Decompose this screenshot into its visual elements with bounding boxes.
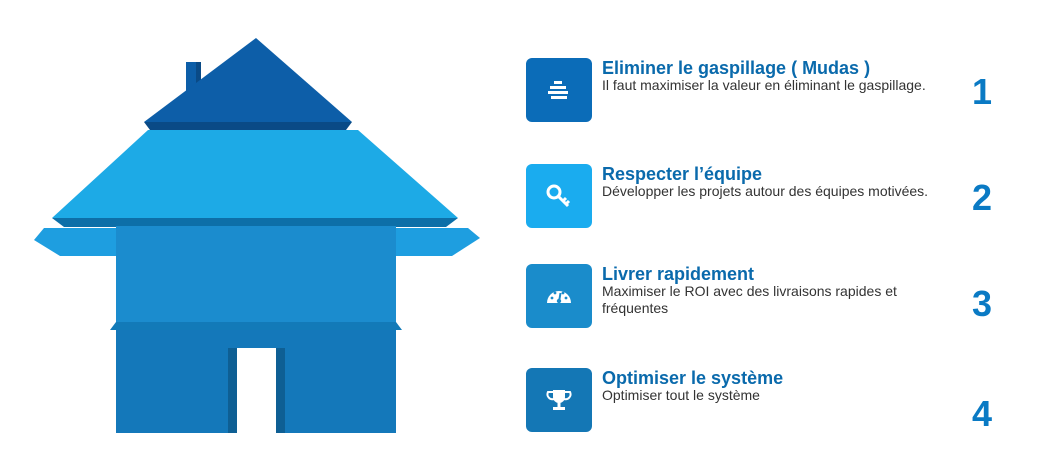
principle-description-2: Développer les projets autour des équipe… [602, 183, 929, 199]
house-illustration [34, 38, 480, 433]
key-icon [546, 184, 571, 208]
speedometer-icon [547, 291, 571, 304]
house-door [228, 348, 285, 433]
principle-item-4: Optimiser le système Optimiser tout le s… [526, 368, 992, 434]
house-body-upper [116, 226, 396, 322]
house-door-shade-left [228, 348, 237, 433]
principle-number-1: 1 [972, 71, 993, 112]
principle-description-1: Il faut maximiser la valeur en éliminant… [602, 77, 926, 93]
principle-title-1: Eliminer le gaspillage ( Mudas ) [602, 58, 871, 78]
house-door-shade-right [276, 348, 285, 433]
house-roof-main [52, 130, 458, 218]
principle-number-4: 4 [972, 393, 993, 434]
principle-title-3: Livrer rapidement [602, 264, 755, 284]
principle-title-2: Respecter l’équipe [602, 164, 763, 184]
house-chimney-shade [196, 62, 201, 98]
principle-title-4: Optimiser le système [602, 368, 784, 388]
house-eave-right [396, 228, 480, 256]
principle-icon-box-2 [526, 164, 592, 228]
house-body-upper-shade [110, 322, 402, 330]
house-roof-main-shade [52, 218, 458, 227]
principle-number-3: 3 [972, 283, 993, 324]
stacked-lines-icon [548, 81, 568, 99]
principle-icon-box-1 [526, 58, 592, 122]
principle-description-4: Optimiser tout le système [602, 387, 760, 403]
house-roof-top [144, 38, 352, 122]
principle-description-3: Maximiser le ROI avec des livraisons rap… [602, 283, 897, 316]
trophy-icon [546, 390, 572, 410]
principle-icon-box-3 [526, 264, 592, 328]
principle-number-2: 2 [972, 177, 993, 218]
house-roof-top-shade [144, 122, 352, 130]
principle-icon-box-4 [526, 368, 592, 432]
principle-item-1: Eliminer le gaspillage ( Mudas ) Il faut… [526, 58, 992, 124]
principle-item-2: Respecter l’équipe Développer les projet… [526, 164, 992, 230]
house-eave-left [34, 228, 116, 256]
principle-item-3: Livrer rapidement Maximiser le ROI avec … [526, 264, 992, 330]
